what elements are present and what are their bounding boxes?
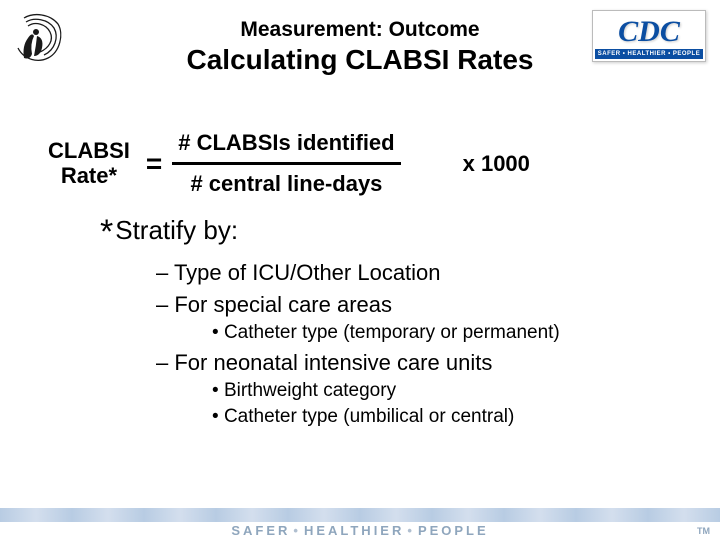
list-item-label: For special care areas <box>174 292 392 317</box>
list-item: For special care areas Catheter type (te… <box>156 292 720 344</box>
asterisk-icon: * <box>100 213 113 251</box>
formula-label: CLABSI Rate* <box>48 139 136 187</box>
footer-word: PEOPLE <box>418 523 489 538</box>
equals-sign: = <box>136 148 172 180</box>
list-item: For neonatal intensive care units Birthw… <box>156 350 720 428</box>
footer-word: SAFER <box>231 523 290 538</box>
footer: SAFER•HEALTHIER•PEOPLE TM <box>0 500 720 540</box>
sub-list: Birthweight category Catheter type (umbi… <box>156 380 720 428</box>
sub-list-item: Birthweight category <box>212 380 720 402</box>
numerator: # CLABSIs identified <box>172 130 400 160</box>
footer-word: HEALTHIER <box>304 523 404 538</box>
dot-icon: • <box>290 523 304 538</box>
slide-header: Measurement: Outcome Calculating CLABSI … <box>0 0 720 76</box>
stratify-heading: *Stratify by: <box>100 213 720 252</box>
denominator: # central line-days <box>172 167 400 197</box>
supertitle: Measurement: Outcome <box>0 18 720 42</box>
formula-label-line2: Rate* <box>61 163 117 188</box>
body-content: *Stratify by: Type of ICU/Other Location… <box>0 213 720 428</box>
list-item-label: Type of ICU/Other Location <box>174 260 441 285</box>
footer-tagline: SAFER•HEALTHIER•PEOPLE <box>0 522 720 540</box>
title: Calculating CLABSI Rates <box>0 44 720 76</box>
sub-list-item: Catheter type (umbilical or central) <box>212 406 720 428</box>
sub-list: Catheter type (temporary or permanent) <box>156 322 720 344</box>
formula-label-line1: CLABSI <box>48 138 130 163</box>
stratify-list: Type of ICU/Other Location For special c… <box>100 260 720 428</box>
stratify-text: Stratify by: <box>115 215 238 245</box>
fraction-bar <box>172 162 400 165</box>
multiplier: x 1000 <box>463 151 530 177</box>
list-item-label: For neonatal intensive care units <box>174 350 492 375</box>
sub-list-item: Catheter type (temporary or permanent) <box>212 322 720 344</box>
list-item: Type of ICU/Other Location <box>156 260 720 286</box>
rate-formula: CLABSI Rate* = # CLABSIs identified # ce… <box>0 130 720 197</box>
dot-icon: • <box>404 523 418 538</box>
fraction: # CLABSIs identified # central line-days <box>172 130 400 197</box>
footer-photo-strip <box>0 508 720 522</box>
trademark: TM <box>697 526 710 536</box>
